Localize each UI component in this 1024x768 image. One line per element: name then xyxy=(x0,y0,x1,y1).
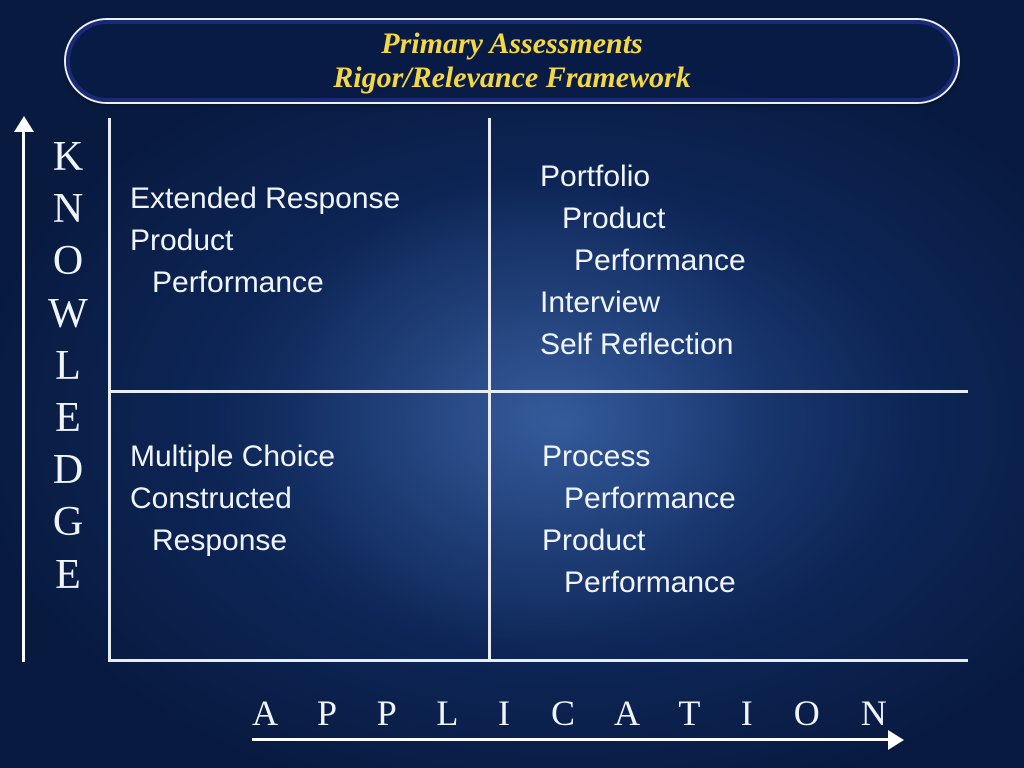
quad-line: Performance xyxy=(130,262,470,304)
x-axis-arrow-line xyxy=(252,738,890,741)
quadrant-top-left: Extended Response Product Performance xyxy=(130,178,470,304)
quadrant-bottom-right: Process Performance Product Performance xyxy=(542,436,942,604)
title-box: Primary Assessments Rigor/Relevance Fram… xyxy=(66,20,958,102)
quad-line: Constructed xyxy=(130,482,292,515)
y-axis-letter: L xyxy=(55,343,81,389)
y-axis-letter: W xyxy=(48,291,88,337)
x-axis-arrowhead-icon xyxy=(888,730,904,750)
y-axis-letter: E xyxy=(55,552,81,598)
title-line-1: Primary Assessments xyxy=(381,27,642,62)
quad-line: Self Reflection xyxy=(540,328,733,361)
quad-line: Response xyxy=(130,520,470,562)
quad-line: Portfolio xyxy=(540,160,650,193)
y-axis-label: K N O W L E D G E xyxy=(40,134,96,598)
y-axis-letter: E xyxy=(55,395,81,441)
quad-line: Performance xyxy=(540,240,940,282)
quad-line: Extended Response xyxy=(130,182,400,215)
quad-line: Multiple Choice xyxy=(130,440,335,473)
quad-line: Performance xyxy=(542,562,942,604)
y-axis-letter: D xyxy=(53,447,83,493)
quad-line: Performance xyxy=(542,478,942,520)
quad-line: Interview xyxy=(540,286,660,319)
quad-line: Product xyxy=(542,524,645,557)
quad-line: Product xyxy=(540,198,940,240)
frame-bottom-border xyxy=(108,659,968,662)
quadrant-top-right: Portfolio Product Performance Interview … xyxy=(540,156,940,366)
y-axis-letter: G xyxy=(53,499,83,545)
title-line-2: Rigor/Relevance Framework xyxy=(333,61,690,96)
quad-line: Process xyxy=(542,440,650,473)
y-axis-letter: O xyxy=(53,238,83,284)
quad-line: Product xyxy=(130,224,233,257)
y-axis-arrow-line xyxy=(22,128,25,662)
quadrant-bottom-left: Multiple Choice Constructed Response xyxy=(130,436,470,562)
x-axis-label: A P P L I C A T I O N xyxy=(252,692,903,734)
frame-horizontal-divider xyxy=(108,390,968,393)
y-axis-letter: K xyxy=(53,134,83,180)
y-axis-letter: N xyxy=(53,186,83,232)
